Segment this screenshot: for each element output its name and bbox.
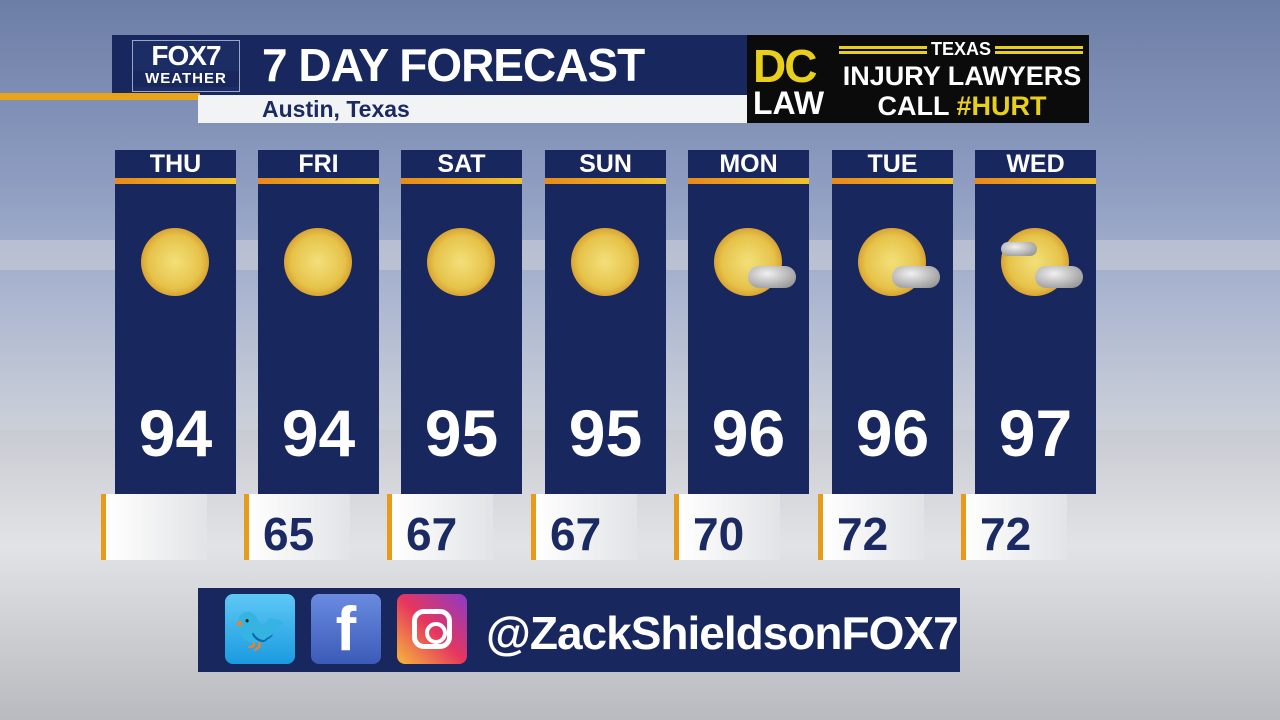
social-handle: @ZackShieldsonFOX7 xyxy=(486,607,959,659)
logo-text: FOX7 xyxy=(151,40,221,71)
forecast-day-wed: WED 97 xyxy=(975,150,1096,494)
forecast-day-thu: THU 94 xyxy=(115,150,236,494)
day-accent-bar xyxy=(688,178,809,184)
location-bar xyxy=(198,95,747,123)
low-temp: 67 xyxy=(387,494,493,560)
accent-line xyxy=(0,93,200,100)
twitter-icon: 🐦 xyxy=(225,594,295,664)
ad-call: CALL #HURT xyxy=(839,91,1085,122)
high-temp: 95 xyxy=(568,396,643,470)
cloud-icon xyxy=(748,266,796,288)
day-label: THU xyxy=(149,150,202,178)
ad-state: TEXAS xyxy=(839,39,1084,60)
forecast-day-fri: FRI 94 xyxy=(258,150,379,494)
high-temp: 94 xyxy=(138,396,213,470)
ad-brand-top: DC xyxy=(753,40,817,92)
sponsor-ad: DC LAW TEXAS INJURY LAWYERS CALL #HURT xyxy=(747,35,1089,123)
sun-icon xyxy=(284,228,352,296)
day-accent-bar xyxy=(545,178,666,184)
low-temp: 72 xyxy=(961,494,1067,560)
day-accent-bar xyxy=(832,178,953,184)
day-accent-bar xyxy=(258,178,379,184)
cloud-icon xyxy=(1035,266,1083,288)
sun-icon xyxy=(571,228,639,296)
day-label: FRI xyxy=(298,150,339,178)
day-accent-bar xyxy=(975,178,1096,184)
forecast-day-tue: TUE 96 xyxy=(832,150,953,494)
high-temp: 96 xyxy=(711,396,786,470)
low-temp: 65 xyxy=(244,494,350,560)
ad-brand-bottom: LAW xyxy=(753,85,825,121)
location-label: Austin, Texas xyxy=(262,96,410,122)
low-temp: 70 xyxy=(674,494,780,560)
forecast-day-sat: SAT 95 xyxy=(401,150,522,494)
ad-hashtag: #HURT xyxy=(956,91,1047,121)
page-title: 7 DAY FORECAST xyxy=(262,39,645,91)
low-temp xyxy=(101,494,207,560)
ad-state-text: TEXAS xyxy=(931,39,992,59)
day-label: SAT xyxy=(437,150,486,178)
low-temp: 72 xyxy=(818,494,924,560)
instagram-icon xyxy=(397,594,467,664)
day-accent-bar xyxy=(115,178,236,184)
cloud-icon xyxy=(1001,242,1037,256)
facebook-icon: f xyxy=(311,594,381,664)
logo-subtext: WEATHER xyxy=(133,71,239,87)
fox7-weather-logo: FOX7 WEATHER xyxy=(132,40,240,92)
day-accent-bar xyxy=(401,178,522,184)
high-temp: 96 xyxy=(855,396,930,470)
day-label: WED xyxy=(1006,150,1065,178)
ad-line1: INJURY LAWYERS xyxy=(842,61,1082,91)
day-label: MON xyxy=(719,150,778,178)
day-label: TUE xyxy=(867,150,918,178)
sun-icon xyxy=(427,228,495,296)
cloud-icon xyxy=(892,266,940,288)
sun-icon xyxy=(141,228,209,296)
day-label: SUN xyxy=(579,150,632,178)
high-temp: 94 xyxy=(281,396,356,470)
low-temp: 67 xyxy=(531,494,637,560)
high-temp: 97 xyxy=(998,396,1073,470)
social-bar: 🐦 f @ZackShieldsonFOX7 xyxy=(198,588,960,672)
ad-call-text: CALL xyxy=(877,91,949,121)
forecast-day-sun: SUN 95 xyxy=(545,150,666,494)
forecast-day-mon: MON 96 xyxy=(688,150,809,494)
high-temp: 95 xyxy=(424,396,499,470)
